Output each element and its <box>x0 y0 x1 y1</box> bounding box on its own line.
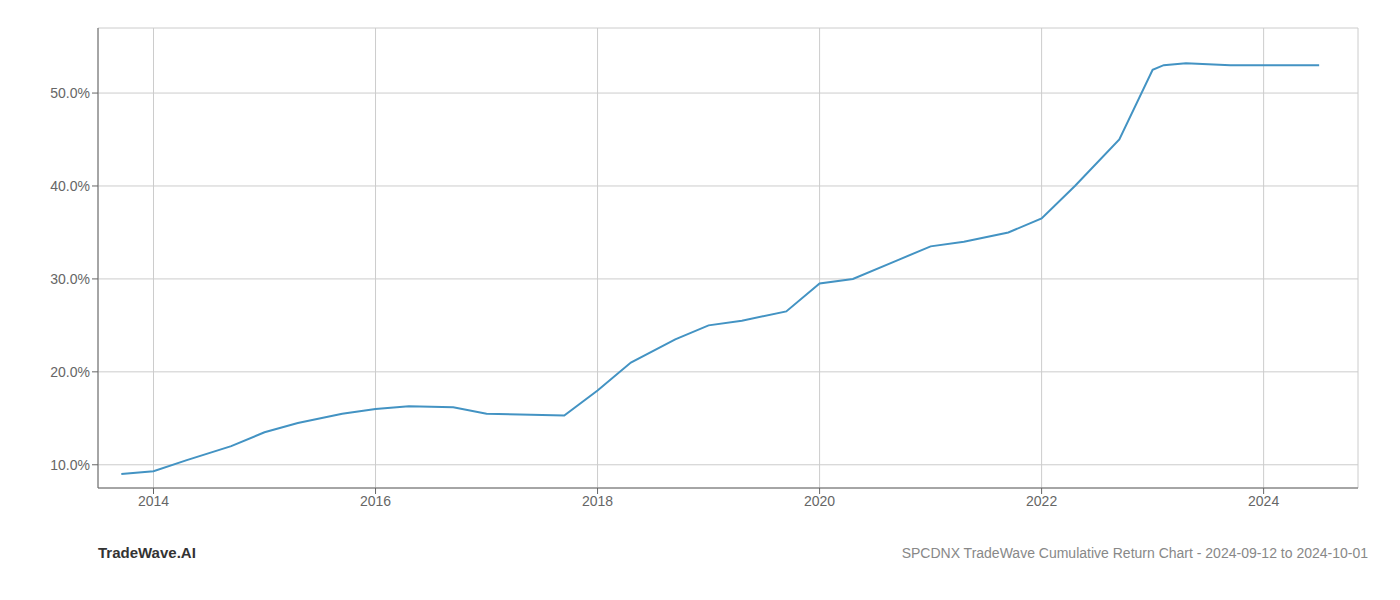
svg-text:30.0%: 30.0% <box>50 271 90 287</box>
svg-text:20.0%: 20.0% <box>50 364 90 380</box>
svg-text:50.0%: 50.0% <box>50 85 90 101</box>
svg-text:2022: 2022 <box>1026 493 1057 509</box>
html-text:TradeWave.AI: TradeWave.AI <box>98 544 196 561</box>
svg-text:2024: 2024 <box>1248 493 1279 509</box>
svg-text:10.0%: 10.0% <box>50 457 90 473</box>
svg-text:2020: 2020 <box>804 493 835 509</box>
svg-text:2016: 2016 <box>360 493 391 509</box>
svg-text:2014: 2014 <box>138 493 169 509</box>
svg-text:40.0%: 40.0% <box>50 178 90 194</box>
svg-text:2018: 2018 <box>582 493 613 509</box>
html-text:SPCDNX TradeWave Cumulative Re: SPCDNX TradeWave Cumulative Return Chart… <box>901 544 1368 561</box>
